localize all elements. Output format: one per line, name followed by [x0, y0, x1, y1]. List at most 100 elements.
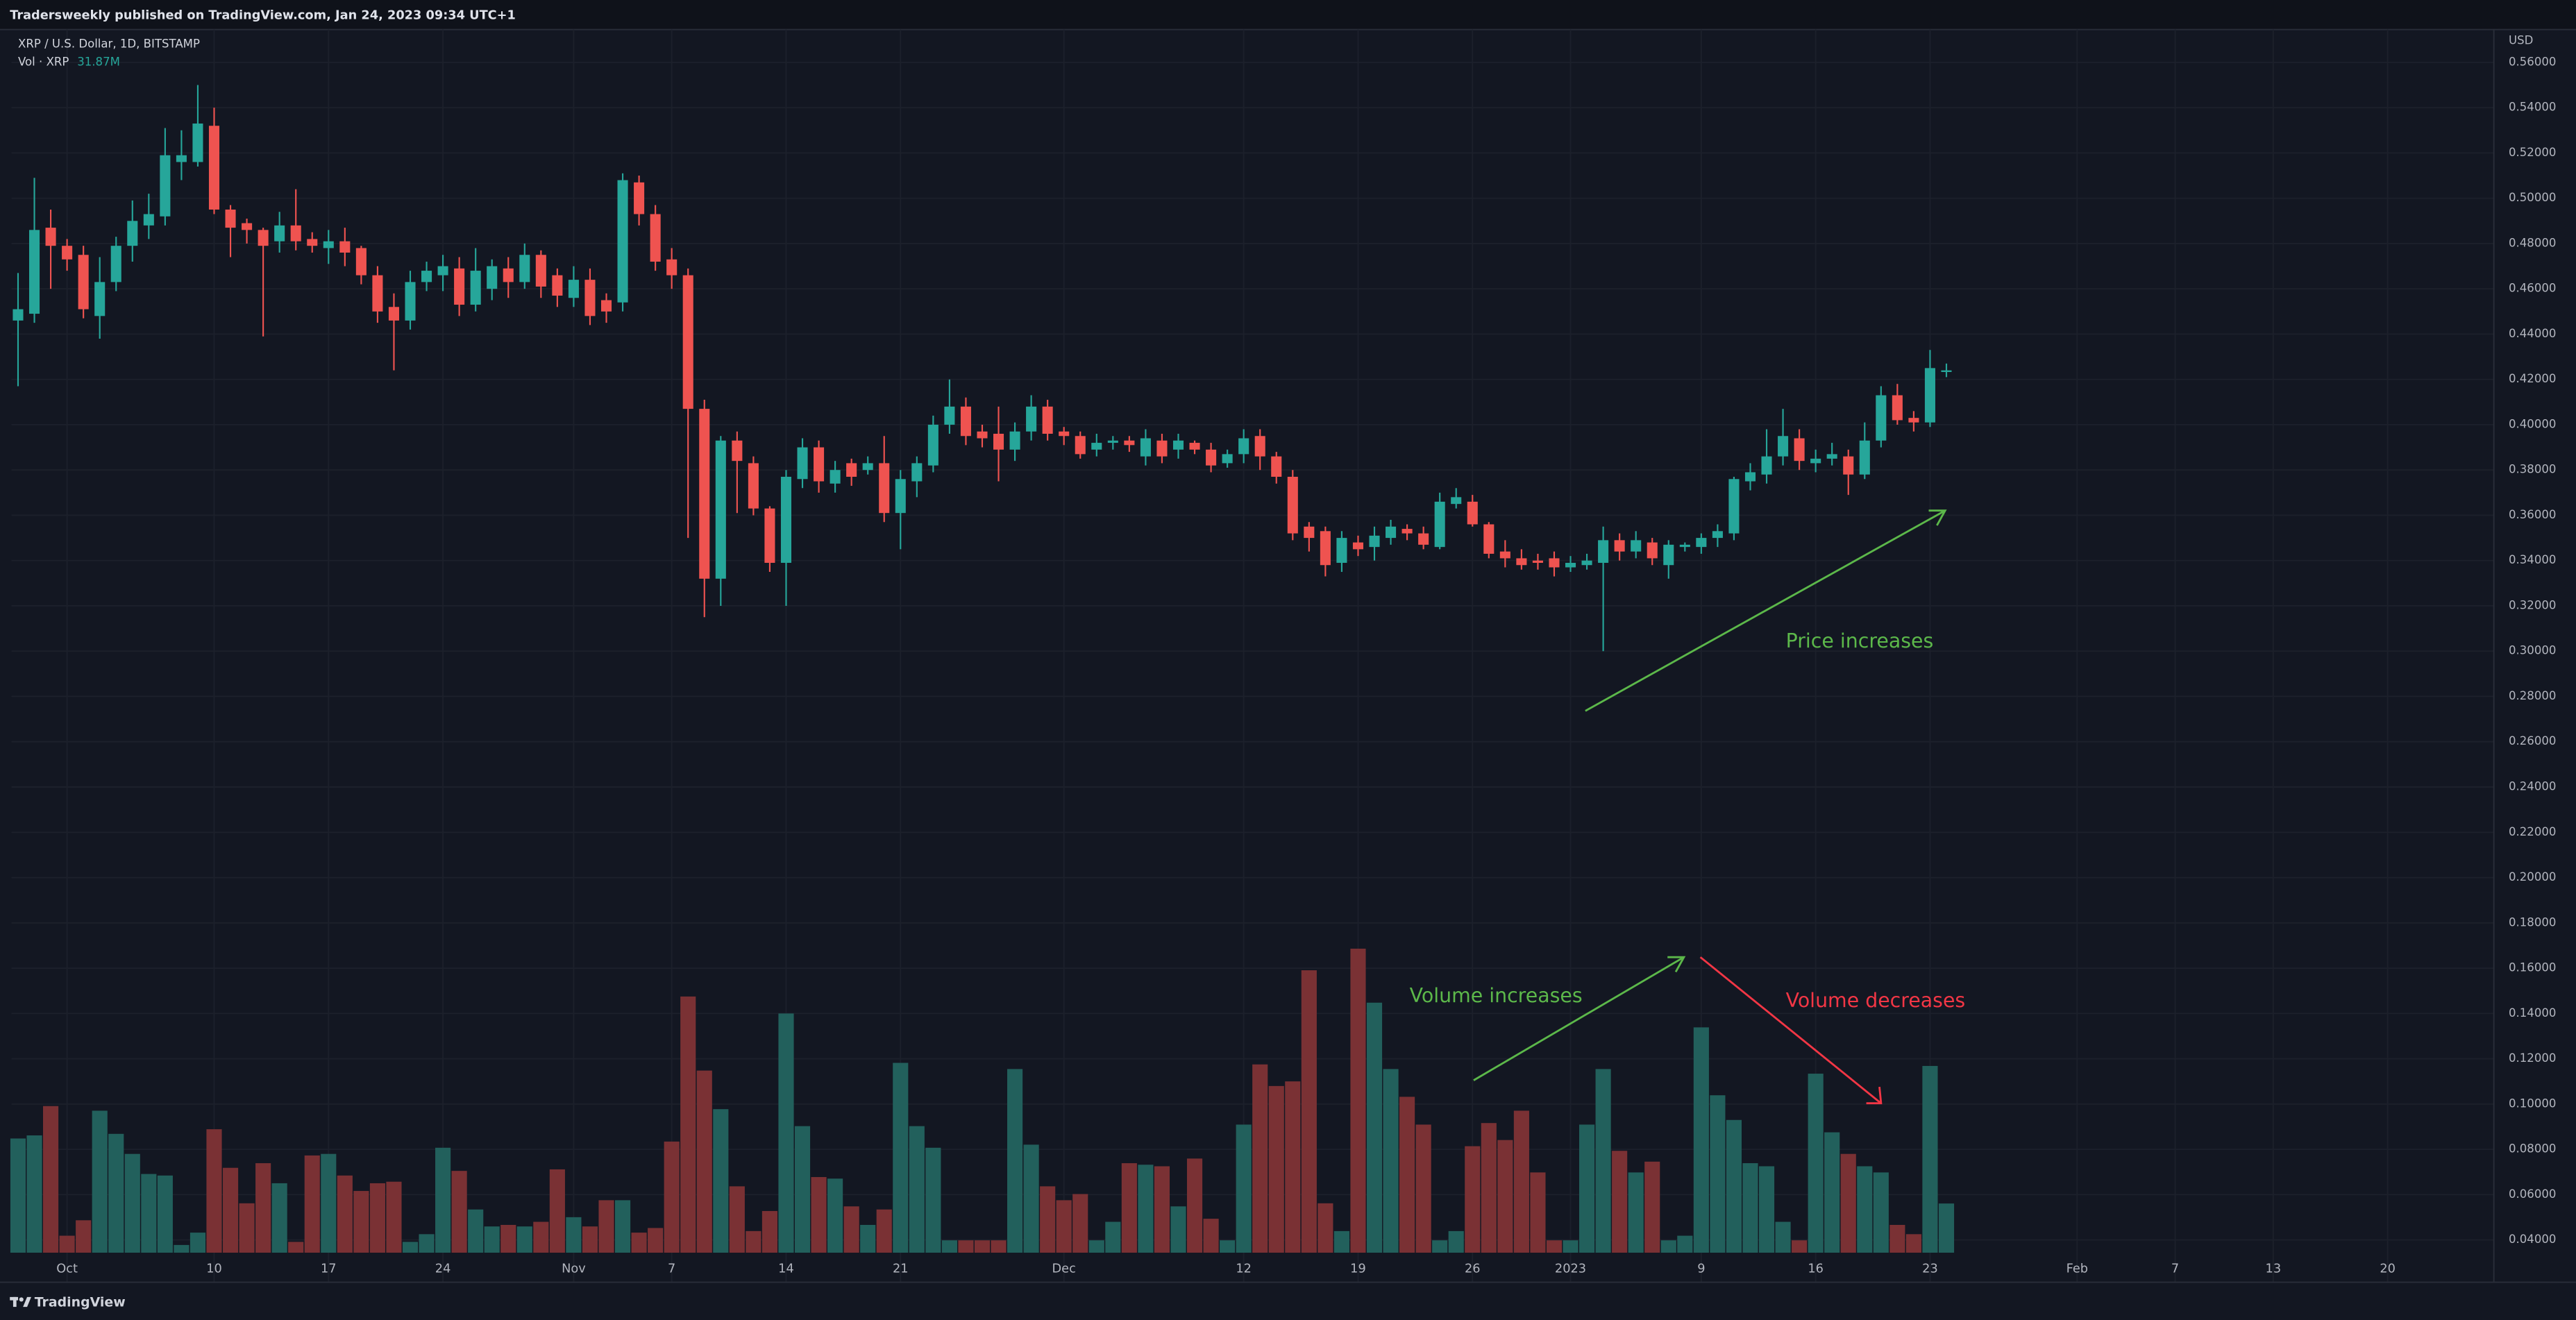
volume-bar: [222, 1167, 239, 1253]
candle-body: [1451, 497, 1462, 505]
candle-body: [1876, 395, 1887, 441]
candle-body: [1156, 440, 1168, 457]
candle-body: [1009, 431, 1020, 450]
currency: USD: [2509, 34, 2533, 47]
volume-bar: [451, 1171, 467, 1253]
candle-body: [1712, 531, 1723, 539]
volume-bar: [1121, 1163, 1137, 1253]
volume-bar: [876, 1209, 892, 1253]
annotation-arrow: [1473, 956, 1686, 1081]
volume-bar: [1170, 1206, 1186, 1253]
volume-bar: [1758, 1166, 1775, 1253]
candle-body: [1892, 395, 1903, 421]
annotation: Volume decreases: [1786, 989, 1966, 1012]
volume-bar: [1579, 1124, 1595, 1253]
candle-body: [1728, 479, 1740, 534]
candle-body: [1320, 531, 1331, 566]
volume-bar: [1660, 1240, 1676, 1253]
candle-body: [535, 255, 546, 287]
x-tick-label: 12: [1236, 1262, 1252, 1276]
volume-bar: [1023, 1144, 1039, 1253]
candle-body: [1647, 542, 1658, 559]
volume-bar: [1138, 1165, 1154, 1253]
y-tick-label: 0.40000: [2509, 417, 2556, 430]
candle-body: [1189, 443, 1200, 450]
volume-bar: [1268, 1085, 1284, 1253]
x-tick-label: 14: [778, 1262, 794, 1276]
volume-bar: [206, 1129, 222, 1253]
candle-body: [62, 246, 73, 260]
volume-bar: [337, 1175, 353, 1253]
volume-bar: [1220, 1240, 1236, 1253]
candle-body: [797, 447, 808, 480]
volume-bar: [1350, 948, 1366, 1253]
candle-body: [1369, 535, 1380, 548]
volume-legend: Vol · XRP: [18, 55, 69, 68]
x-tick-label: 26: [1465, 1262, 1481, 1276]
volume-bar: [1056, 1200, 1072, 1253]
header: Tradersweekly published on TradingView.c…: [10, 8, 516, 22]
y-tick-label: 0.52000: [2509, 146, 2556, 159]
x-tick-label: 23: [1922, 1262, 1938, 1276]
y-tick-label: 0.46000: [2509, 282, 2556, 295]
y-tick-label: 0.22000: [2509, 825, 2556, 838]
x-tick-label: 20: [2380, 1262, 2396, 1276]
volume-bar: [174, 1244, 190, 1253]
candle-body: [1744, 472, 1756, 482]
candle-body: [879, 463, 890, 514]
candle-body: [487, 266, 498, 289]
y-tick-label: 0.28000: [2509, 689, 2556, 702]
volume-bar: [76, 1220, 92, 1253]
candle-body: [1826, 454, 1837, 459]
x-tick-label: 7: [668, 1262, 675, 1276]
volume-bar: [614, 1200, 631, 1253]
volume-bar: [566, 1217, 582, 1253]
candle-body: [1924, 368, 1935, 423]
volume-bar: [746, 1230, 761, 1253]
volume-bar: [761, 1210, 778, 1253]
volume-bar: [893, 1063, 909, 1253]
x-tick-label: 10: [206, 1262, 222, 1276]
y-tick-label: 0.16000: [2509, 961, 2556, 974]
volume-bar: [794, 1126, 811, 1253]
candle-body: [1598, 540, 1609, 563]
candle-body: [208, 126, 220, 210]
candle-body: [1287, 476, 1298, 534]
candle-body: [242, 223, 253, 230]
x-tick-label: 9: [1697, 1262, 1705, 1276]
volume-bar: [92, 1110, 108, 1253]
candle-body: [1271, 456, 1282, 477]
candle-body: [1549, 558, 1560, 568]
volume-bar: [974, 1240, 991, 1253]
volume-bar: [1742, 1163, 1758, 1253]
candle-body: [1516, 558, 1527, 566]
volume-bar: [386, 1181, 402, 1253]
volume-bar: [1677, 1235, 1693, 1253]
volume-bar: [713, 1109, 729, 1253]
volume-bar: [1840, 1153, 1856, 1253]
candle-body: [1499, 551, 1510, 559]
candle-body: [274, 225, 285, 242]
y-tick-label: 0.34000: [2509, 553, 2556, 566]
candle-body: [1124, 440, 1135, 446]
candle-body: [993, 434, 1004, 450]
x-tick-label: 24: [435, 1262, 451, 1276]
volume-bar: [1481, 1123, 1497, 1253]
candle-body: [405, 282, 416, 321]
candle-body: [1206, 449, 1217, 466]
annotation: Volume increases: [1410, 984, 1583, 1007]
candle-body: [1761, 456, 1772, 475]
volume-bar: [1415, 1124, 1431, 1253]
x-tick-label: 19: [1350, 1262, 1366, 1276]
candle-body: [1696, 538, 1707, 548]
x-tick-label: 2023: [1555, 1262, 1586, 1276]
volume-bar: [648, 1228, 664, 1253]
x-tick-label: 21: [893, 1262, 909, 1276]
volume-bar: [1595, 1069, 1611, 1253]
candle-body: [1794, 438, 1805, 462]
x-tick-label: Oct: [56, 1262, 78, 1276]
candle-body: [1075, 436, 1086, 455]
volume-bar: [1873, 1172, 1889, 1253]
candle-body: [143, 214, 154, 226]
candle-body: [1631, 540, 1642, 552]
